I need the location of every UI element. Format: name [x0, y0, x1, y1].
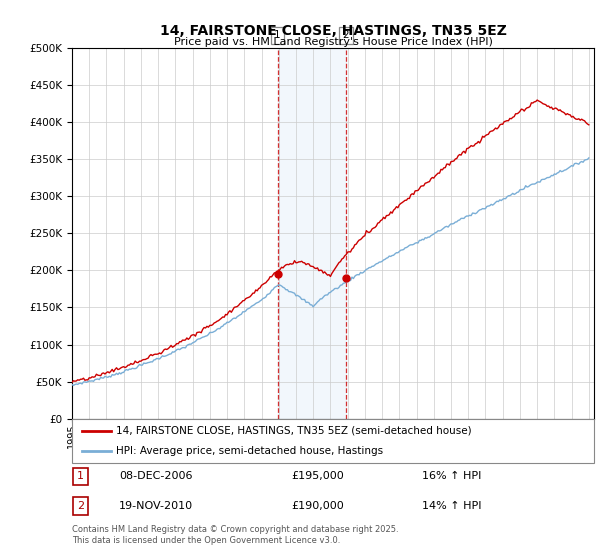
- Text: Price paid vs. HM Land Registry's House Price Index (HPI): Price paid vs. HM Land Registry's House …: [173, 37, 493, 47]
- Text: £190,000: £190,000: [291, 501, 344, 511]
- Text: 2: 2: [342, 30, 349, 40]
- Text: Contains HM Land Registry data © Crown copyright and database right 2025.
This d: Contains HM Land Registry data © Crown c…: [72, 525, 398, 545]
- Text: 1: 1: [274, 30, 281, 40]
- Bar: [278, 48, 346, 419]
- Text: 16% ↑ HPI: 16% ↑ HPI: [422, 472, 481, 482]
- Text: 08-DEC-2006: 08-DEC-2006: [119, 472, 193, 482]
- Text: 14, FAIRSTONE CLOSE, HASTINGS, TN35 5EZ (semi-detached house): 14, FAIRSTONE CLOSE, HASTINGS, TN35 5EZ …: [116, 426, 472, 436]
- Text: 1: 1: [77, 472, 84, 482]
- Text: 14% ↑ HPI: 14% ↑ HPI: [422, 501, 481, 511]
- Text: 19-NOV-2010: 19-NOV-2010: [119, 501, 193, 511]
- Text: £195,000: £195,000: [291, 472, 344, 482]
- Text: 2: 2: [77, 501, 85, 511]
- Text: HPI: Average price, semi-detached house, Hastings: HPI: Average price, semi-detached house,…: [116, 446, 383, 456]
- Text: 14, FAIRSTONE CLOSE, HASTINGS, TN35 5EZ: 14, FAIRSTONE CLOSE, HASTINGS, TN35 5EZ: [160, 24, 506, 38]
